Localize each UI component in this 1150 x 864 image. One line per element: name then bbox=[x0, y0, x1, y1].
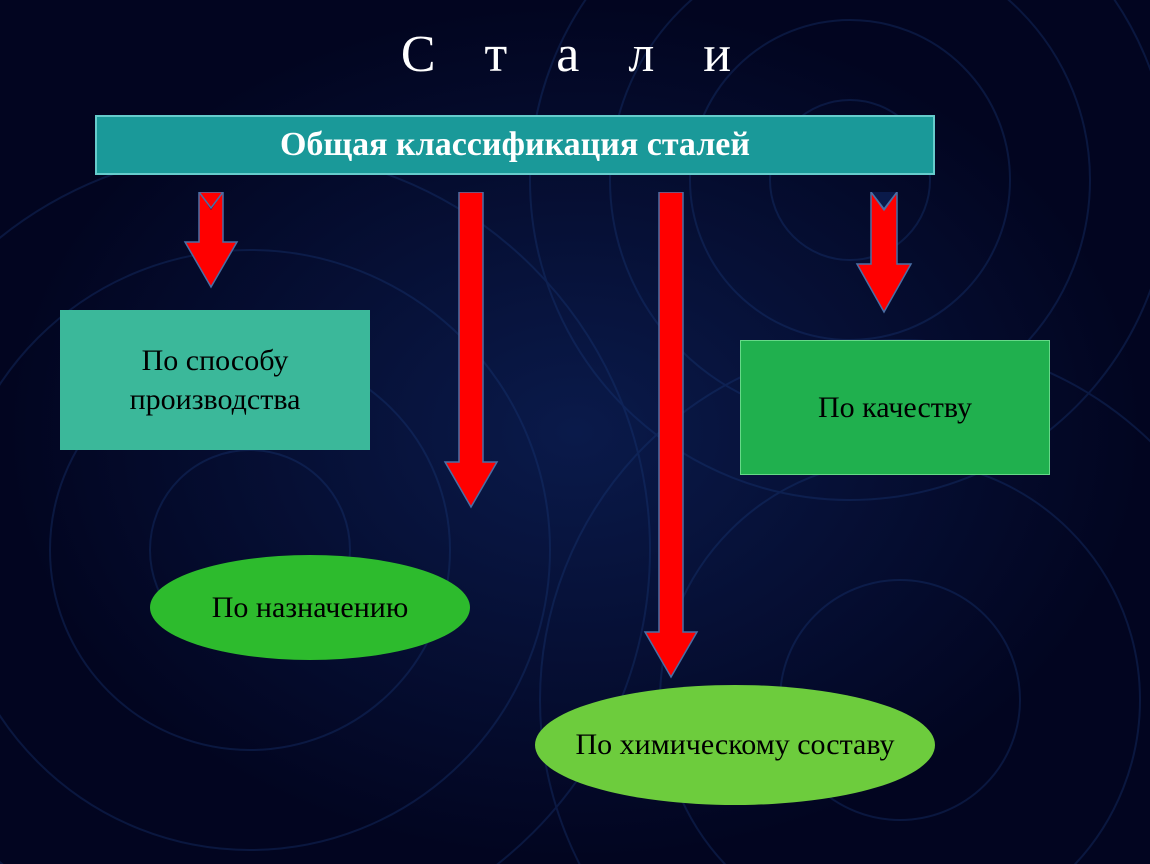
slide-title: С т а л и bbox=[401, 25, 749, 84]
arrow-to-ellipse1 bbox=[443, 192, 499, 512]
node-label: По назначению bbox=[212, 591, 408, 625]
arrow-to-ellipse2 bbox=[643, 192, 699, 682]
header-text: Общая классификация сталей bbox=[280, 126, 750, 164]
node-purpose: По назначению bbox=[150, 555, 470, 660]
node-label: По химическому составу bbox=[576, 728, 895, 762]
node-chemical-composition: По химическому составу bbox=[535, 685, 935, 805]
node-label: По качеству bbox=[818, 391, 972, 425]
node-label: По способу производства bbox=[60, 341, 370, 419]
header-box: Общая классификация сталей bbox=[95, 115, 935, 175]
arrow-to-box1 bbox=[183, 192, 239, 292]
arrow-to-box2 bbox=[853, 192, 915, 317]
node-production-method: По способу производства bbox=[60, 310, 370, 450]
node-quality: По качеству bbox=[740, 340, 1050, 475]
